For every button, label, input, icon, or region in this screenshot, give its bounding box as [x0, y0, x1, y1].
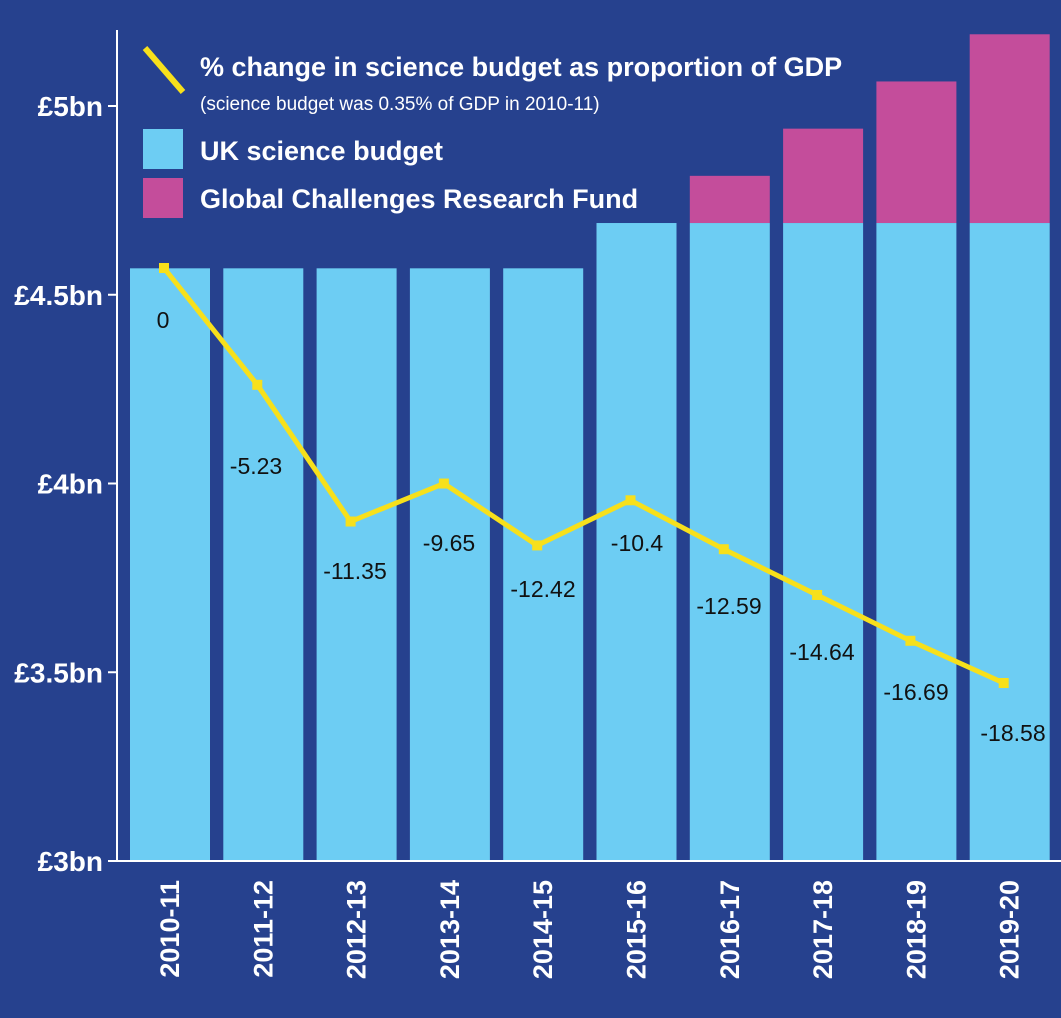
line-point-2018-19: [905, 635, 916, 646]
data-label-2016-17: -12.59: [696, 593, 761, 619]
data-label-2012-13: -11.35: [323, 558, 387, 584]
ticks-layer: £5bn £4.5bn £4bn £3.5bn £3bn 2010-11 2011-12 20…: [14, 91, 1024, 979]
x-tick-label: 2017-18: [808, 880, 838, 979]
y-tick-label: £3.5bn: [14, 657, 103, 688]
legend-label-gcrf: Global Challenges Research Fund: [200, 184, 638, 214]
bar-science-budget-2017-18: [783, 223, 864, 861]
line-point-2016-17: [718, 544, 729, 555]
bar-gcrf-2018-19: [876, 81, 957, 224]
data-label-2015-16: -10.4: [611, 530, 664, 556]
line-point-2013-14: [438, 478, 449, 489]
y-tick-label: £5bn: [38, 91, 103, 122]
bar-science-budget-2015-16: [596, 223, 677, 861]
bar-science-budget-2014-15: [503, 268, 584, 861]
bar-science-budget-2018-19: [876, 223, 957, 861]
legend-label-science-budget: UK science budget: [200, 136, 443, 166]
data-label-2013-14: -9.65: [423, 530, 475, 556]
data-label-2010-11: 0: [157, 307, 170, 333]
y-tick-label: £3bn: [38, 846, 103, 877]
bar-science-budget-2010-11: [130, 268, 210, 861]
axes-layer: [108, 30, 1061, 862]
line-point-2017-18: [812, 589, 823, 600]
data-label-2019-20: -18.58: [980, 720, 1045, 746]
legend-swatch-gcrf: [143, 178, 183, 218]
line-pct-change: [162, 266, 1005, 686]
x-tick-label: 2014-15: [528, 880, 558, 979]
line-layer: [159, 263, 1009, 688]
legend-swatch-science-budget: [143, 129, 183, 169]
bar-science-budget-2019-20: [969, 223, 1050, 861]
x-tick-label: 2010-11: [155, 880, 185, 978]
bar-gcrf-2016-17: [689, 175, 770, 224]
bar-gcrf-2017-18: [783, 128, 864, 224]
bar-science-budget-2016-17: [689, 223, 770, 861]
x-tick-label: 2018-19: [901, 880, 931, 979]
bars-layer: [130, 34, 1050, 861]
data-label-2018-19: -16.69: [883, 679, 948, 705]
x-tick-label: 2011-12: [248, 880, 278, 978]
data-label-2014-15: -12.42: [510, 576, 575, 602]
bar-science-budget-2013-14: [409, 268, 490, 861]
legend-line-note: (science budget was 0.35% of GDP in 2010…: [200, 94, 600, 115]
line-point-2019-20: [998, 678, 1009, 688]
legend-line-swatch: [142, 46, 186, 94]
bar-science-budget-2012-13: [316, 268, 397, 861]
line-point-2015-16: [625, 495, 636, 506]
legend: % change in science budget as proportion…: [142, 46, 842, 218]
y-tick-label: £4.5bn: [14, 280, 103, 311]
x-tick-label: 2015-16: [622, 880, 652, 979]
x-tick-label: 2019-20: [995, 880, 1025, 979]
x-tick-label: 2016-17: [715, 880, 745, 979]
line-point-2010-11: [159, 263, 169, 273]
bar-gcrf-2019-20: [969, 34, 1050, 224]
x-tick-label: 2013-14: [435, 880, 465, 979]
legend-line-label: % change in science budget as proportion…: [200, 52, 842, 82]
data-label-2017-18: -14.64: [789, 639, 854, 665]
line-point-2011-12: [252, 379, 263, 390]
line-point-2014-15: [532, 540, 543, 551]
data-label-2011-12: -5.23: [230, 453, 282, 479]
labels-layer: 0 -5.23 -11.35 -9.65 -12.42 -10.4 -12.59 -14.64…: [157, 307, 1046, 746]
line-point-2012-13: [345, 516, 356, 527]
y-tick-label: £4bn: [38, 469, 103, 500]
bar-science-budget-2011-12: [223, 268, 304, 861]
x-tick-label: 2012-13: [342, 880, 372, 979]
